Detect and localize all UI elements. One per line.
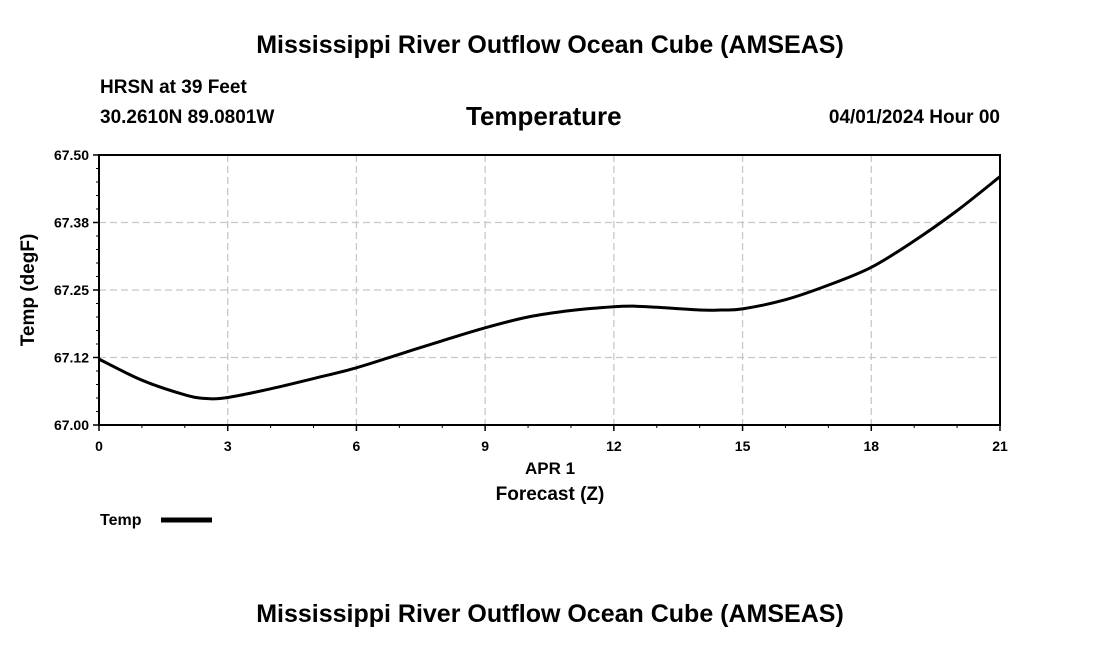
series-layer xyxy=(98,175,1001,401)
legend: Temp xyxy=(100,512,212,529)
x-axis-sublabel: APR 1 xyxy=(525,459,575,478)
series-line-temp xyxy=(98,175,1001,401)
x-tick-label: 12 xyxy=(606,438,622,454)
x-tick-label: 0 xyxy=(95,438,103,454)
y-tick-label: 67.38 xyxy=(54,215,89,231)
x-tick-labels: 0 3 6 9 12 15 18 21 xyxy=(95,438,1008,454)
y-tick-label: 67.25 xyxy=(54,282,89,298)
y-axis-label: Temp (degF) xyxy=(18,234,39,347)
chart-title: Temperature xyxy=(466,101,622,131)
x-tick-label: 18 xyxy=(863,438,879,454)
y-tick-label: 67.12 xyxy=(54,350,89,366)
x-tick-label: 3 xyxy=(224,438,232,454)
y-tick-label: 67.00 xyxy=(54,417,89,433)
y-tick-label: 67.50 xyxy=(54,147,89,163)
temperature-chart: 0 3 6 9 12 15 18 21 67.00 67.12 67.25 67.38 67.50 A… xyxy=(18,147,1008,529)
x-axis-label: Forecast (Z) xyxy=(496,484,605,505)
x-tick-label: 6 xyxy=(353,438,361,454)
x-tick-label: 21 xyxy=(992,438,1008,454)
grid xyxy=(99,154,1000,425)
legend-label: Temp xyxy=(100,512,142,529)
page-title-top: Mississippi River Outflow Ocean Cube (AM… xyxy=(256,31,844,59)
datetime-label: 04/01/2024 Hour 00 xyxy=(828,107,1000,128)
axis-ticks xyxy=(93,154,1001,431)
y-tick-labels: 67.00 67.12 67.25 67.38 67.50 xyxy=(54,147,89,433)
station-label: HRSN at 39 Feet xyxy=(100,77,247,98)
x-tick-label: 15 xyxy=(735,438,751,454)
plot-frame xyxy=(98,154,1001,426)
x-tick-label: 9 xyxy=(481,438,489,454)
page-title-bottom: Mississippi River Outflow Ocean Cube (AM… xyxy=(256,600,844,628)
coordinates-label: 30.2610N 89.0801W xyxy=(100,107,275,128)
